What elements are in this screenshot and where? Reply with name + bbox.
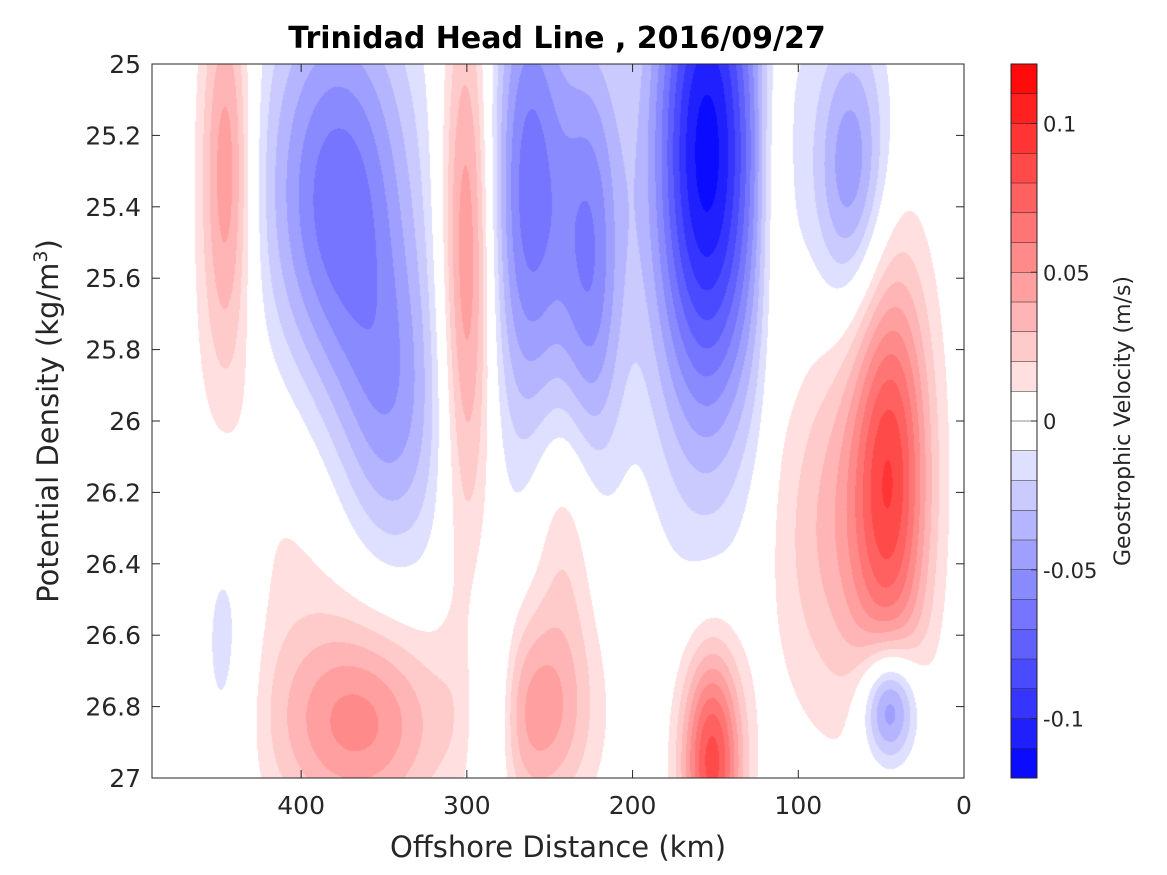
y-tick-label: 26.6 — [85, 621, 141, 650]
chart-title: Trinidad Head Line , 2016/09/27 — [288, 21, 825, 56]
colorbar-level — [1011, 361, 1037, 392]
colorbar-ticks: 0.1 0.05 0 -0.05 -0.1 — [1031, 113, 1097, 732]
colorbar-level — [1011, 183, 1037, 214]
x-tick-label: 300 — [443, 791, 491, 820]
x-tick-label: 100 — [774, 791, 822, 820]
x-axis-ticks: 400 300 200 100 0 — [277, 64, 972, 820]
y-tick-label: 27 — [109, 764, 141, 793]
colorbar-level — [1011, 569, 1037, 600]
colorbar — [1010, 63, 1038, 779]
contour-field — [152, 64, 964, 778]
colorbar-level — [1011, 510, 1037, 541]
x-axis-label: Offshore Distance (km) — [390, 830, 726, 864]
colorbar-level — [1011, 64, 1037, 95]
colorbar-level — [1011, 302, 1037, 333]
colorbar-level — [1011, 123, 1037, 154]
y-tick-label: 26.4 — [85, 550, 141, 579]
y-tick-label: 26.8 — [85, 693, 141, 722]
y-tick-label: 25 — [109, 50, 141, 79]
colorbar-level — [1011, 450, 1037, 481]
x-tick-label: 400 — [277, 791, 325, 820]
colorbar-level — [1011, 93, 1037, 124]
colorbar-level — [1011, 599, 1037, 630]
colorbar-level — [1011, 540, 1037, 571]
colorbar-level — [1011, 480, 1037, 511]
colorbar-level — [1011, 153, 1037, 184]
y-tick-label: 26.2 — [85, 478, 141, 507]
colorbar-level — [1011, 272, 1037, 303]
colorbar-level — [1011, 242, 1037, 273]
y-tick-label: 25.4 — [85, 193, 141, 222]
colorbar-label: Geostrophic Velocity (m/s) — [1111, 276, 1136, 566]
colorbar-level — [1011, 391, 1037, 422]
y-tick-label: 25.6 — [85, 264, 141, 293]
x-tick-label: 0 — [956, 791, 972, 820]
colorbar-level — [1011, 718, 1037, 749]
y-tick-label: 26 — [109, 407, 141, 436]
y-axis-label: Potential Density (kg/m3) — [30, 239, 65, 603]
y-axis-ticks: 25 25.2 25.4 25.6 25.8 26 26.2 26.4 26.6 26.8 27 — [85, 50, 964, 793]
x-tick-label: 200 — [609, 791, 657, 820]
colorbar-level — [1011, 212, 1037, 243]
colorbar-tick-label: 0.05 — [1043, 261, 1090, 285]
y-tick-label: 25.2 — [85, 121, 141, 150]
colorbar-level — [1011, 748, 1037, 779]
colorbar-level — [1011, 421, 1037, 452]
colorbar-tick-label: 0 — [1043, 410, 1056, 434]
colorbar-tick-label: -0.1 — [1043, 708, 1084, 732]
colorbar-level — [1011, 688, 1037, 719]
colorbar-tick-label: -0.05 — [1043, 559, 1097, 583]
colorbar-level — [1011, 629, 1037, 660]
colorbar-level — [1011, 659, 1037, 690]
colorbar-level — [1011, 331, 1037, 362]
y-tick-label: 25.8 — [85, 336, 141, 365]
colorbar-tick-label: 0.1 — [1043, 113, 1076, 137]
